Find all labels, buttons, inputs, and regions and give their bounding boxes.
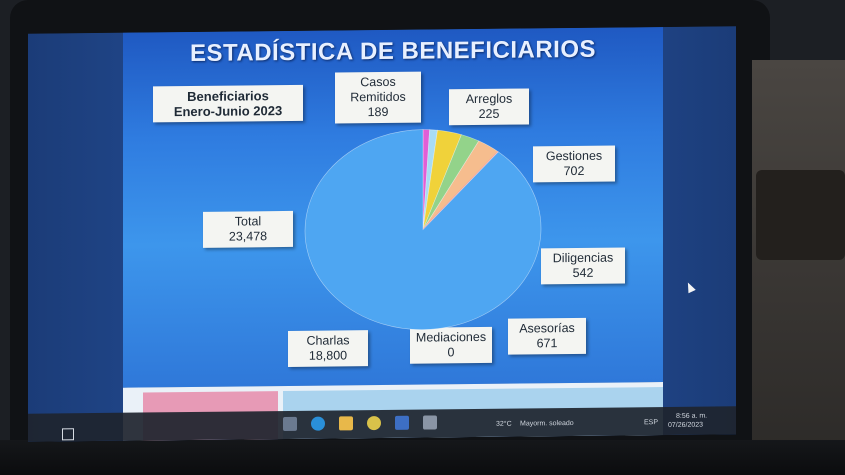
edge-browser-icon[interactable] [311,416,325,431]
charlas-value: 18,800 [308,348,348,363]
pie-slice-charlas [304,129,542,330]
label-diligencias: Diligencias 542 [541,247,625,285]
laptop-screen: ESTADÍSTICA DE BENEFICIARIOS Beneficiari… [28,26,736,442]
app-icon[interactable] [395,415,409,430]
task-view-icon[interactable] [283,416,297,432]
language-indicator[interactable]: ESP [644,419,659,427]
arreglos-name: Arreglos [465,91,513,107]
clock-time[interactable]: 8:56 a. m. [676,412,708,420]
subtitle-box: Beneficiarios Enero-Junio 2023 [153,84,303,123]
casos-remitidos-name2: Remitidos [350,89,406,105]
windows-start-icon[interactable] [62,428,74,441]
subtitle-line2: Enero-Junio 2023 [173,103,283,120]
laptop-bottom-edge [0,440,845,475]
weather-text[interactable]: Mayorm. soleado [520,419,574,428]
total-label: Total [234,214,262,229]
diligencias-value: 542 [572,265,594,281]
slide-title: ESTADÍSTICA DE BENEFICIARIOS [189,35,597,68]
diligencias-name: Diligencias [552,250,614,266]
subtitle-line1: Beneficiarios [187,88,269,105]
chrome-icon[interactable] [367,416,381,431]
desk-background [752,60,845,475]
casos-remitidos-value: 189 [367,104,389,120]
casos-remitidos-name1: Casos [360,74,396,90]
total-box: Total 23,478 [203,210,293,248]
label-casos-remitidos: Casos Remitidos 189 [335,71,421,124]
presentation-slide: ESTADÍSTICA DE BENEFICIARIOS Beneficiari… [123,27,663,388]
document-icon[interactable] [423,415,437,430]
total-value: 23,478 [228,229,268,244]
weather-temp[interactable]: 32°C [496,420,512,428]
clock-date[interactable]: 07/26/2023 [668,421,704,430]
pie-chart [304,129,542,330]
desk-object [756,170,845,260]
file-explorer-icon[interactable] [339,416,353,431]
mediaciones-value: 0 [447,345,455,360]
